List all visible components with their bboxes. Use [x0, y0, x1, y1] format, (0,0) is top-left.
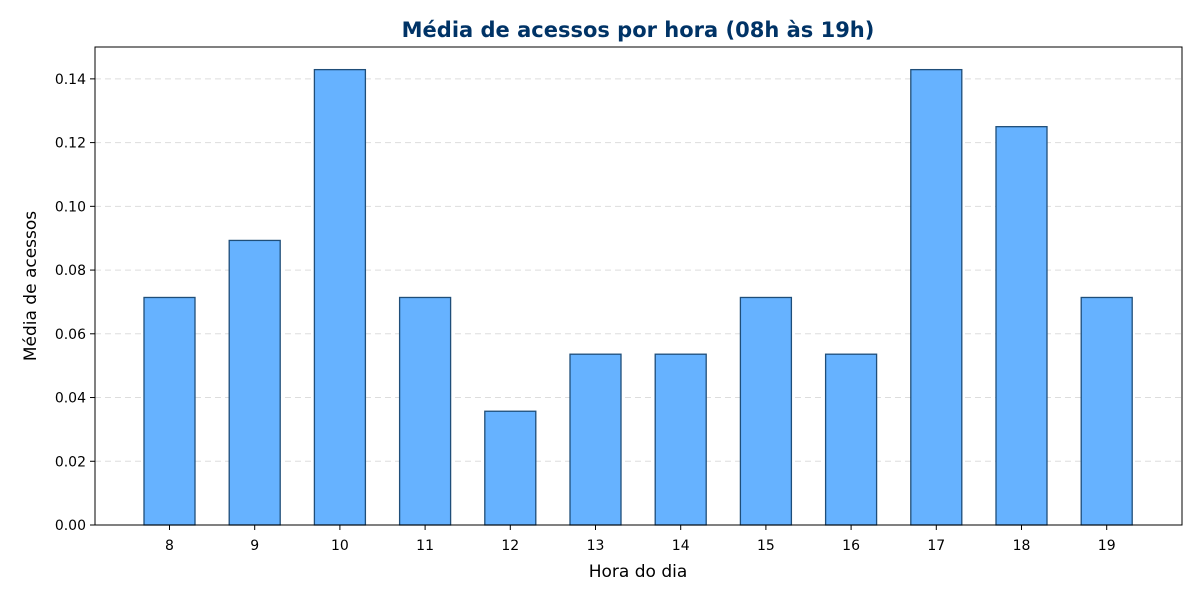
x-tick-label: 11 [416, 538, 434, 554]
bars [143, 68, 1133, 526]
bar [398, 296, 452, 526]
x-tick-label: 8 [165, 538, 174, 554]
x-tick-label: 19 [1098, 538, 1116, 554]
bar [313, 68, 367, 526]
plot-frame [94, 46, 1183, 526]
x-tick-label: 17 [927, 538, 945, 554]
x-tick-label: 12 [501, 538, 519, 554]
y-axis-label: Média de acessos [21, 211, 41, 361]
x-tick-label: 9 [250, 538, 259, 554]
y-tick-label: 0.08 [55, 263, 86, 279]
bar [654, 353, 707, 526]
bar [484, 410, 537, 526]
y-tick-label: 0.10 [55, 199, 86, 215]
y-tick-label: 0.06 [55, 327, 86, 343]
y-axis-ticks: 0.00 0.02 0.04 0.06 0.08 0.10 0.12 0.14 [55, 72, 95, 534]
bar [824, 353, 878, 526]
y-tick-label: 0.02 [55, 454, 86, 470]
x-tick-label: 13 [587, 538, 605, 554]
x-tick-label: 10 [331, 538, 349, 554]
chart-title: Média de acessos por hora (08h às 19h) [402, 18, 875, 42]
y-tick-label: 0.14 [55, 72, 86, 88]
y-tick-label: 0.00 [55, 518, 86, 534]
y-tick-label: 0.12 [55, 136, 86, 152]
bar [910, 68, 963, 526]
bar [569, 353, 622, 526]
y-tick-label: 0.04 [55, 391, 86, 407]
x-axis-ticks: 8 9 10 11 12 13 14 15 16 17 18 19 [165, 525, 1116, 554]
x-tick-label: 18 [1013, 538, 1031, 554]
bar [995, 126, 1048, 526]
x-tick-label: 16 [842, 538, 860, 554]
bar [739, 296, 793, 526]
bar [143, 296, 196, 526]
bar [1080, 296, 1133, 526]
x-tick-label: 15 [757, 538, 775, 554]
bar [228, 239, 281, 526]
x-tick-label: 14 [672, 538, 690, 554]
x-axis-label: Hora do dia [589, 562, 688, 582]
